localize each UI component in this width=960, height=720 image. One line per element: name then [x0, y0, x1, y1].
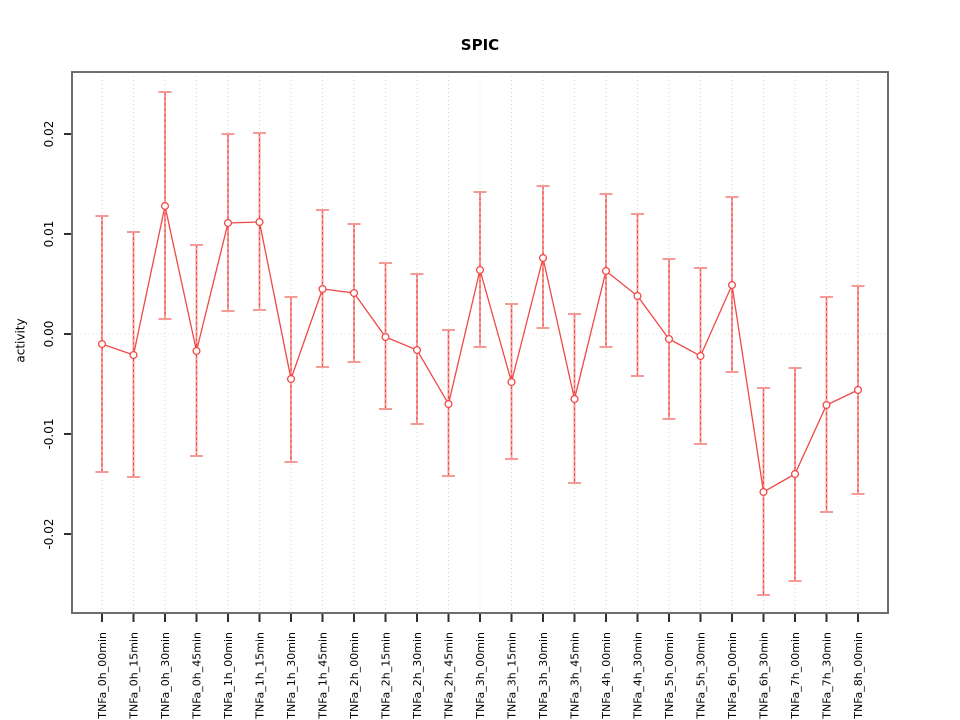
y-tick-label: 0.00: [42, 321, 56, 348]
data-point: [507, 377, 516, 387]
chart-title: SPIC: [460, 36, 500, 54]
data-point: [223, 218, 233, 228]
data-points: [97, 201, 863, 497]
x-tick-label: TNFa_7h_30min: [820, 632, 833, 720]
data-point: [192, 346, 201, 356]
data-point: [601, 266, 611, 276]
y-tick-label: 0.02: [42, 121, 56, 148]
x-tick-label: TNFa_0h_30min: [159, 632, 172, 720]
y-tick-label: -0.01: [42, 418, 56, 449]
x-tick-label: TNFa_4h_00min: [600, 632, 613, 720]
data-point: [664, 334, 674, 344]
x-tick-label: TNFa_1h_30min: [285, 632, 298, 720]
data-point: [633, 291, 642, 301]
data-point: [444, 399, 453, 409]
data-point: [790, 469, 800, 479]
x-tick-label: TNFa_1h_15min: [253, 632, 266, 720]
error-bars: [95, 91, 865, 596]
x-axis: TNFa_0h_00min TNFa_0h_15min TNFa_0h_30min T…: [96, 614, 865, 720]
x-tick-label: TNFa_6h_00min: [726, 632, 739, 720]
data-point: [570, 394, 579, 404]
x-tick-label: TNFa_1h_00min: [222, 632, 235, 720]
x-tick-label: TNFa_2h_30min: [411, 632, 424, 720]
x-tick-label: TNFa_8h_00min: [852, 632, 865, 720]
data-point: [318, 284, 327, 294]
data-point: [475, 265, 485, 275]
data-point: [538, 253, 548, 263]
data-point: [853, 385, 863, 395]
data-point: [412, 345, 422, 355]
data-point: [727, 280, 737, 290]
x-tick-label: TNFa_7h_00min: [789, 632, 802, 720]
x-tick-label: TNFa_2h_45min: [442, 632, 455, 720]
data-point: [286, 374, 296, 384]
x-tick-label: TNFa_6h_30min: [757, 632, 770, 720]
x-tick-label: TNFa_1h_45min: [316, 632, 329, 720]
x-tick-label: TNFa_4h_30min: [631, 632, 644, 720]
data-point: [129, 350, 138, 360]
x-tick-label: TNFa_5h_00min: [663, 632, 676, 720]
x-tick-label: TNFa_2h_00min: [348, 632, 361, 720]
x-tick-label: TNFa_5h_30min: [694, 632, 707, 720]
x-tick-label: TNFa_3h_15min: [505, 632, 518, 720]
x-tick-label: TNFa_3h_30min: [537, 632, 550, 720]
data-point: [97, 339, 107, 349]
x-tick-label: TNFa_0h_15min: [127, 632, 140, 720]
data-point: [349, 288, 359, 298]
x-tick-label: TNFa_3h_00min: [474, 632, 487, 720]
x-tick-label: TNFa_0h_45min: [190, 632, 203, 720]
y-tick-label: 0.01: [42, 221, 56, 248]
x-tick-label: TNFa_3h_45min: [568, 632, 581, 720]
data-point: [822, 400, 831, 410]
data-point: [255, 217, 264, 227]
y-tick-label: -0.02: [42, 518, 56, 549]
plot-box: [71, 71, 889, 614]
data-point: [381, 332, 390, 342]
data-point: [759, 487, 768, 497]
data-point: [696, 351, 705, 361]
y-axis: -0.02 -0.01 0.00 0.01 0.02: [42, 121, 71, 550]
data-point: [160, 201, 170, 211]
x-tick-label: TNFa_0h_00min: [96, 632, 109, 720]
x-tick-label: TNFa_2h_15min: [379, 632, 392, 720]
